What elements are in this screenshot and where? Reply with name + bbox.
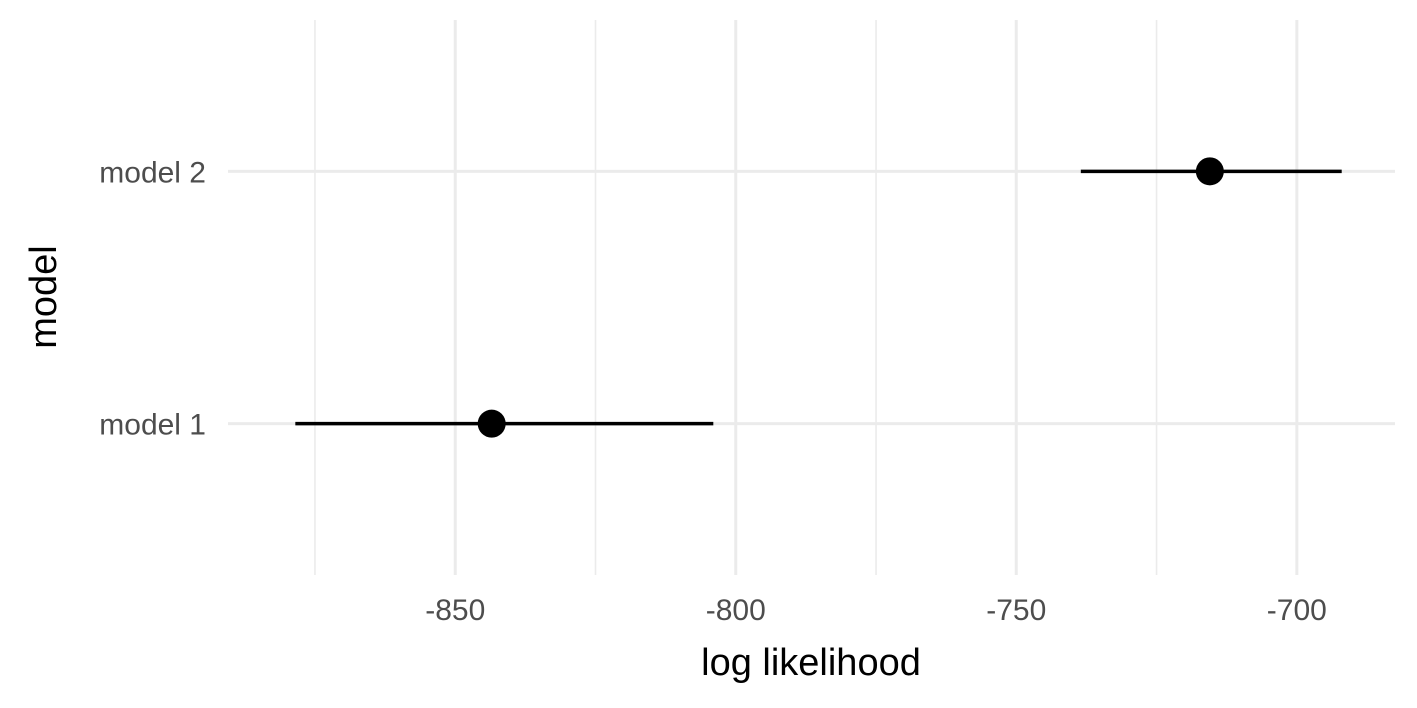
major-gridlines <box>228 20 1395 575</box>
y-tick-label: model 2 <box>99 156 206 189</box>
error-bars <box>295 169 1342 426</box>
x-tick-label: -850 <box>425 594 485 627</box>
minor-gridlines <box>314 20 1158 575</box>
x-axis-title: log likelihood <box>701 642 921 684</box>
point-estimate <box>477 409 506 438</box>
x-tick-label: -800 <box>706 594 766 627</box>
y-axis-title: model <box>23 245 65 349</box>
y-tick-labels: model 1 model 2 <box>99 156 206 441</box>
x-tick-labels: -850 -800 -750 -700 <box>425 594 1327 627</box>
points <box>477 157 1224 438</box>
x-tick-label: -750 <box>986 594 1046 627</box>
point-estimate <box>1195 157 1224 186</box>
y-tick-label: model 1 <box>99 409 206 442</box>
x-tick-label: -700 <box>1267 594 1327 627</box>
